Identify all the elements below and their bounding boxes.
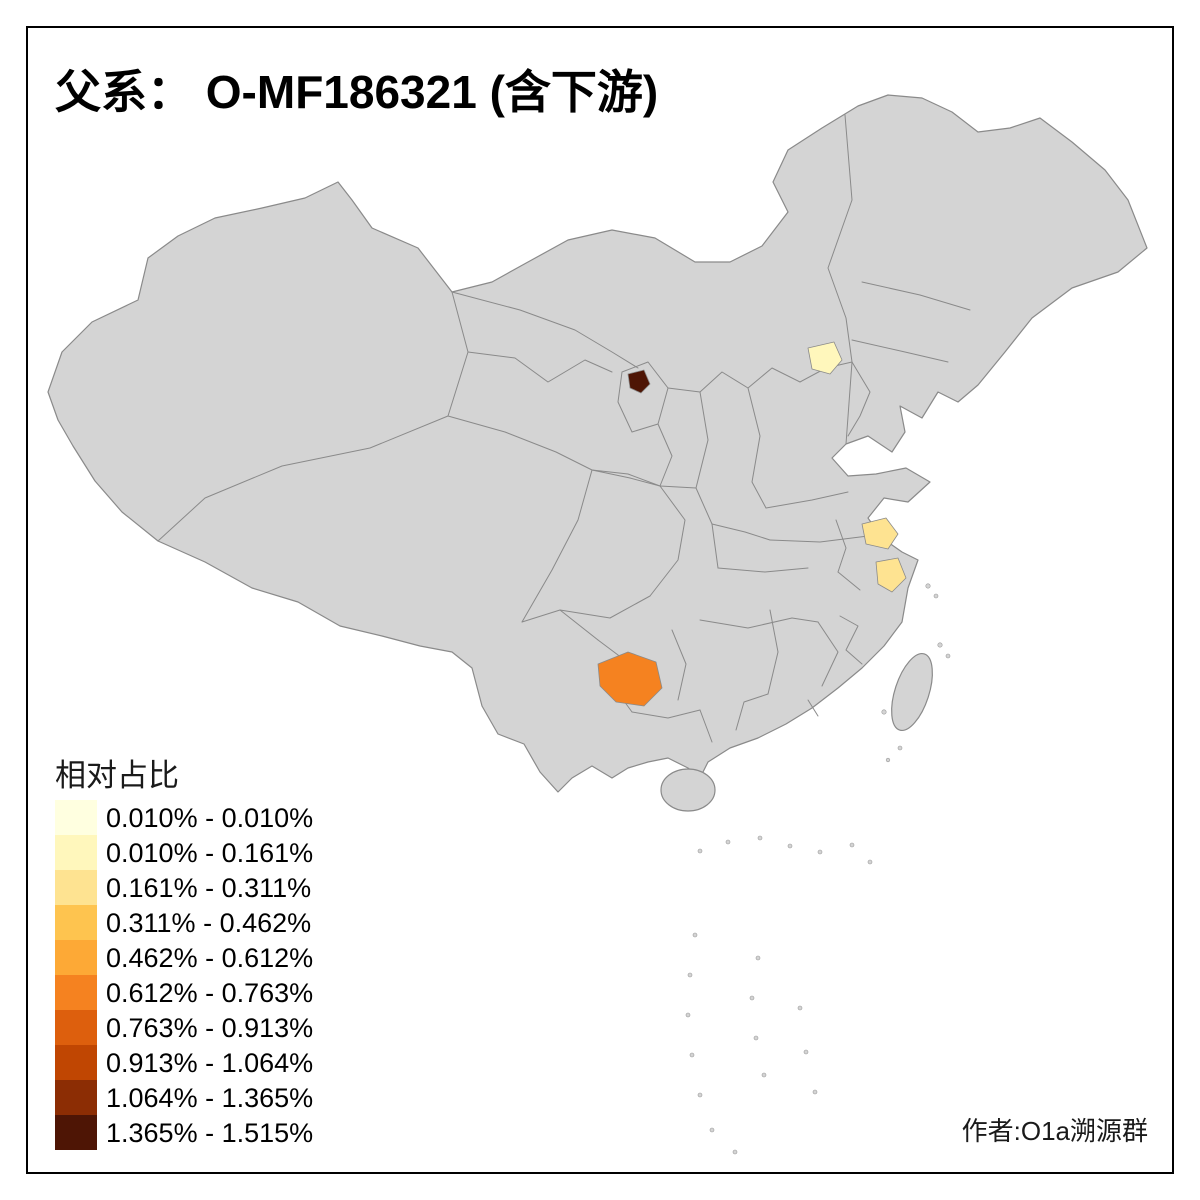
legend-swatch-9: [55, 1080, 97, 1115]
sea-islets-and-dash-line: [685, 583, 951, 1155]
legend-swatch-3: [55, 870, 97, 905]
legend-label-8: 0.913% - 1.064%: [106, 1048, 313, 1078]
region-ningxia: [627, 369, 651, 394]
mainland-shape: [47, 94, 1148, 793]
legend-label-6: 0.612% - 0.763%: [106, 978, 313, 1008]
taiwan-island: [891, 652, 933, 732]
highlighted-regions: [597, 341, 907, 707]
legend-swatch-8: [55, 1045, 97, 1080]
legend-label-5: 0.462% - 0.612%: [106, 943, 313, 973]
legend-swatch-1: [55, 800, 97, 835]
map-frame: [26, 26, 1174, 1174]
page-title: 父系： O-MF186321 (含下游): [55, 66, 658, 118]
legend-swatch-4: [55, 905, 97, 940]
hainan-island: [660, 768, 716, 812]
legend-title: 相对占比: [55, 758, 179, 793]
legend-swatch-6: [55, 975, 97, 1010]
legend-swatch-5: [55, 940, 97, 975]
legend-label-4: 0.311% - 0.462%: [106, 908, 311, 938]
author-credit: 作者:O1a溯源群: [962, 1116, 1148, 1146]
region-zhejiang: [875, 557, 907, 593]
legend-label-1: 0.010% - 0.010%: [106, 803, 313, 833]
legend-label-7: 0.763% - 0.913%: [106, 1013, 313, 1043]
legend-label-2: 0.010% - 0.161%: [106, 838, 313, 868]
legend-swatch-10: [55, 1115, 97, 1150]
legend-swatch-7: [55, 1010, 97, 1045]
legend-label-3: 0.161% - 0.311%: [106, 873, 311, 903]
region-guizhou-west: [597, 651, 663, 707]
region-beijing: [807, 341, 843, 375]
legend-swatch-2: [55, 835, 97, 870]
china-landmass: [47, 94, 1148, 812]
legend: 相对占比 0.010% - 0.010% 0.010% - 0.161% 0.1…: [55, 758, 313, 1150]
legend-label-10: 1.365% - 1.515%: [106, 1118, 313, 1148]
legend-label-9: 1.064% - 1.365%: [106, 1083, 313, 1113]
region-jiangsu-shanghai: [861, 517, 899, 550]
